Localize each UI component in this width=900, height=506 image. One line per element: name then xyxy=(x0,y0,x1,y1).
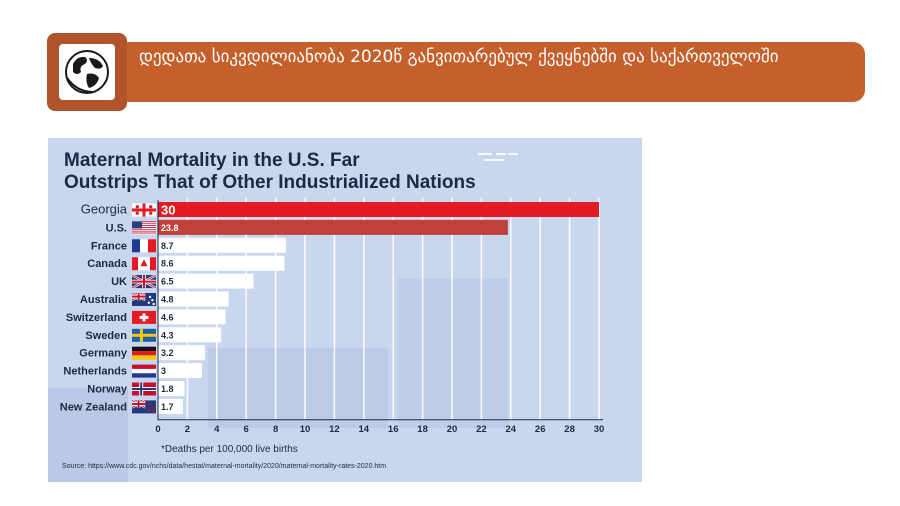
bar xyxy=(158,309,226,325)
category-label: Georgia xyxy=(81,202,128,217)
new-zealand-flag-icon xyxy=(131,399,156,414)
x-tick-label: 22 xyxy=(476,424,487,435)
x-tick-label: 8 xyxy=(273,424,278,435)
category-label: New Zealand xyxy=(60,401,127,413)
category-label: Netherlands xyxy=(63,366,127,378)
georgia-flag-icon xyxy=(132,203,156,217)
data-label: 3.2 xyxy=(161,348,174,358)
data-label: 23.8 xyxy=(161,223,179,233)
x-tick-label: 6 xyxy=(244,424,249,435)
germany-flag-icon xyxy=(132,346,156,360)
sweden-flag-icon xyxy=(132,328,156,342)
x-tick-label: 28 xyxy=(564,424,575,435)
x-tick-label: 26 xyxy=(535,424,546,435)
chart-title: Maternal Mortality in the U.S. Far Outst… xyxy=(64,150,476,194)
x-tick-label: 4 xyxy=(214,424,220,435)
category-label: UK xyxy=(111,276,127,288)
data-label: 3 xyxy=(161,366,166,376)
chart-title-line-2: Outstrips That of Other Industrialized N… xyxy=(64,172,476,193)
australia-flag-icon xyxy=(131,292,156,306)
us-flag-icon xyxy=(132,221,156,235)
category-label: U.S. xyxy=(106,222,127,234)
bar xyxy=(158,237,286,253)
chart-source: Source: https://www.cdc.gov/nchs/data/he… xyxy=(62,463,387,470)
bar xyxy=(158,273,254,289)
data-label: 4.8 xyxy=(161,295,174,305)
france-flag-icon xyxy=(132,239,156,253)
chart-panel: Maternal Mortality in the U.S. Far Outst… xyxy=(48,138,642,482)
x-tick-label: 14 xyxy=(359,424,370,435)
globe-icon xyxy=(65,50,109,94)
bar xyxy=(158,291,229,307)
category-label: Germany xyxy=(79,348,128,360)
canada-flag-icon xyxy=(132,257,156,271)
x-tick-label: 30 xyxy=(594,424,605,435)
x-tick-label: 16 xyxy=(388,424,399,435)
category-label: Norway xyxy=(87,384,128,396)
x-tick-label: 20 xyxy=(447,424,458,435)
category-label: Switzerland xyxy=(66,312,127,324)
data-label: 8.6 xyxy=(161,259,174,269)
bar xyxy=(158,363,203,379)
data-label: 4.3 xyxy=(161,330,174,340)
x-tick-label: 2 xyxy=(185,424,190,435)
data-label: 8.7 xyxy=(161,241,174,251)
x-tick-label: 18 xyxy=(417,424,428,435)
x-tick-label: 24 xyxy=(506,424,517,435)
data-label: 1.8 xyxy=(161,384,174,394)
banner-title: დედათა სიკვდილიანობა 2020წ განვითარებულ … xyxy=(139,47,779,67)
data-label: 1.7 xyxy=(161,402,174,412)
uk-flag-icon xyxy=(131,274,157,290)
bar xyxy=(158,219,508,235)
bar xyxy=(158,381,185,396)
category-label: France xyxy=(91,240,127,252)
x-tick-label: 12 xyxy=(329,424,340,435)
netherlands-flag-icon xyxy=(132,364,156,378)
bar xyxy=(158,202,599,217)
x-tick-label: 0 xyxy=(155,424,160,435)
x-tick-label: 10 xyxy=(300,424,311,435)
data-label: 30 xyxy=(161,203,175,218)
banner-bar xyxy=(117,42,865,102)
title-banner: დედათა სიკვდილიანობა 2020წ განვითარებულ … xyxy=(47,33,865,111)
switzerland-flag-icon xyxy=(132,310,156,324)
category-label: Sweden xyxy=(85,330,127,342)
bar xyxy=(158,255,285,271)
bar xyxy=(158,398,183,414)
category-label: Australia xyxy=(80,294,128,306)
chart-title-line-1: Maternal Mortality in the U.S. Far xyxy=(64,150,360,171)
data-label: 4.6 xyxy=(161,312,174,322)
norway-flag-icon xyxy=(132,382,156,396)
category-label: Canada xyxy=(87,258,128,270)
background-decoration xyxy=(48,153,518,482)
chart-note: *Deaths per 100,000 live births xyxy=(161,444,298,455)
data-label: 6.5 xyxy=(161,277,174,287)
bar xyxy=(158,345,206,361)
banner-logo xyxy=(47,33,127,111)
bar xyxy=(158,327,222,343)
